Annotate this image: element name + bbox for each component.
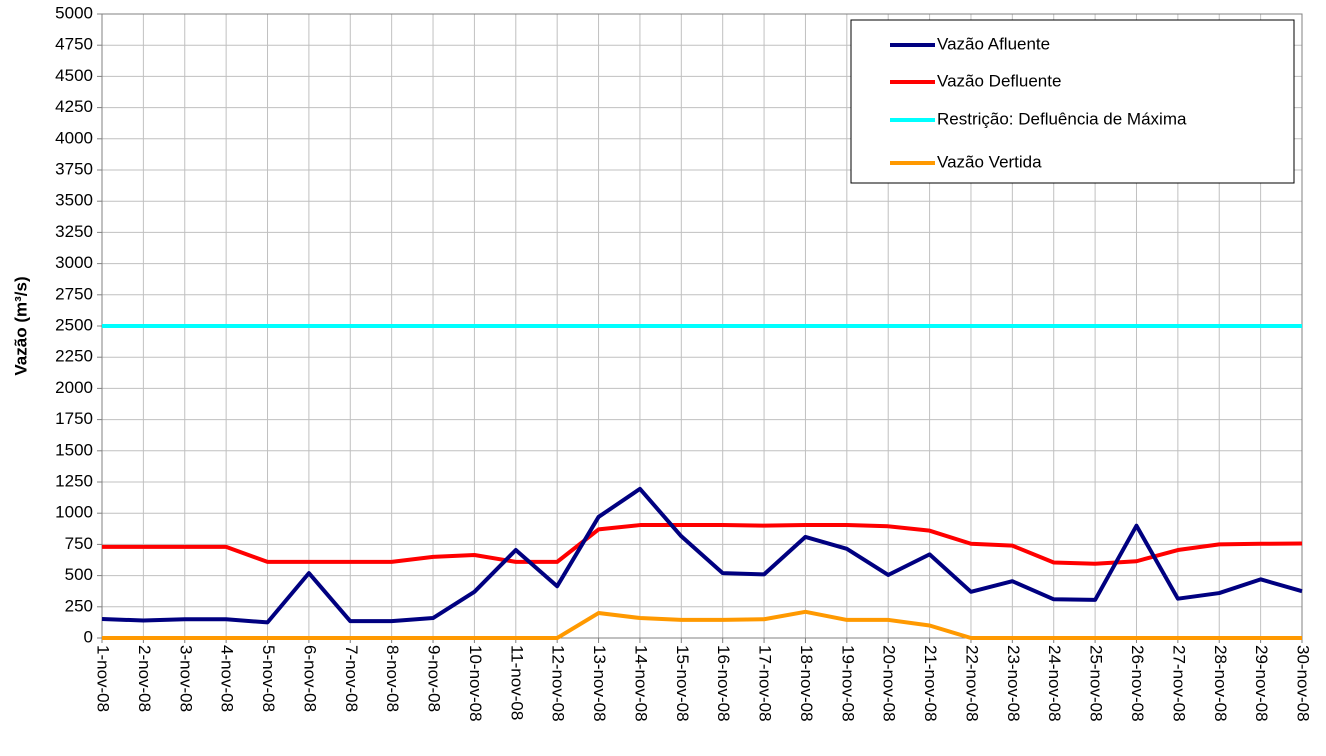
y-tick-label: 0 (84, 627, 93, 646)
x-tick-label: 8-nov-08 (383, 645, 402, 712)
x-tick-label: 2-nov-08 (135, 645, 154, 712)
x-tick-label: 13-nov-08 (590, 645, 609, 722)
y-tick-label: 4250 (55, 97, 93, 116)
y-tick-label: 3750 (55, 159, 93, 178)
x-tick-label: 5-nov-08 (259, 645, 278, 712)
x-tick-label: 6-nov-08 (300, 645, 319, 712)
y-tick-label: 2750 (55, 284, 93, 303)
y-tick-label: 5000 (55, 3, 93, 22)
y-tick-label: 2250 (55, 347, 93, 366)
x-tick-label: 10-nov-08 (466, 645, 485, 722)
x-tick-label: 15-nov-08 (673, 645, 692, 722)
x-tick-label: 20-nov-08 (880, 645, 899, 722)
y-tick-label: 750 (65, 534, 93, 553)
y-tick-label: 3250 (55, 222, 93, 241)
legend-label: Vazão Vertida (937, 152, 1042, 171)
y-tick-label: 1500 (55, 440, 93, 459)
y-tick-label: 1250 (55, 471, 93, 490)
x-tick-label: 29-nov-08 (1252, 645, 1271, 722)
y-tick-label: 1750 (55, 409, 93, 428)
x-tick-label: 18-nov-08 (797, 645, 816, 722)
y-tick-label: 250 (65, 596, 93, 615)
y-tick-label: 4500 (55, 66, 93, 85)
x-tick-label: 22-nov-08 (962, 645, 981, 722)
series-line (101, 486, 1303, 625)
x-tick-label: 9-nov-08 (425, 645, 444, 712)
y-axis-label: Vazão (m³/s) (11, 276, 30, 375)
y-tick-label: 3500 (55, 191, 93, 210)
series-line (102, 523, 1303, 566)
y-tick-label: 3000 (55, 253, 93, 272)
x-tick-label: 19-nov-08 (838, 645, 857, 722)
y-tick-label: 2500 (55, 315, 93, 334)
x-tick-label: 23-nov-08 (1004, 645, 1023, 722)
y-tick-label: 4750 (55, 35, 93, 54)
y-tick-label: 1000 (55, 503, 93, 522)
x-tick-label: 4-nov-08 (218, 645, 237, 712)
x-tick-label: 14-nov-08 (631, 645, 650, 722)
x-tick-label: 12-nov-08 (549, 645, 568, 722)
x-tick-label: 1-nov-08 (94, 645, 113, 712)
x-tick-label: 3-nov-08 (176, 645, 195, 712)
legend-label: Vazão Defluente (937, 71, 1061, 90)
legend-box (850, 19, 1295, 184)
x-tick-label: 21-nov-08 (921, 645, 940, 722)
x-tick-label: 24-nov-08 (1045, 645, 1064, 722)
x-tick-label: 17-nov-08 (756, 645, 775, 722)
x-tick-label: 27-nov-08 (1169, 645, 1188, 722)
x-tick-label: 25-nov-08 (1087, 645, 1106, 722)
x-tick-label: 7-nov-08 (342, 645, 361, 712)
legend-label: Vazão Afluente (937, 34, 1050, 53)
x-tick-label: 16-nov-08 (714, 645, 733, 722)
x-tick-label: 30-nov-08 (1294, 645, 1313, 722)
legend-label: Restrição: Defluência de Máxima (937, 109, 1187, 128)
x-tick-label: 28-nov-08 (1211, 645, 1230, 722)
y-tick-label: 2000 (55, 378, 93, 397)
x-tick-label: 26-nov-08 (1128, 645, 1147, 722)
y-tick-label: 500 (65, 565, 93, 584)
x-tick-label: 11-nov-08 (507, 645, 526, 720)
y-tick-label: 4000 (55, 128, 93, 147)
series-line (102, 609, 1302, 640)
